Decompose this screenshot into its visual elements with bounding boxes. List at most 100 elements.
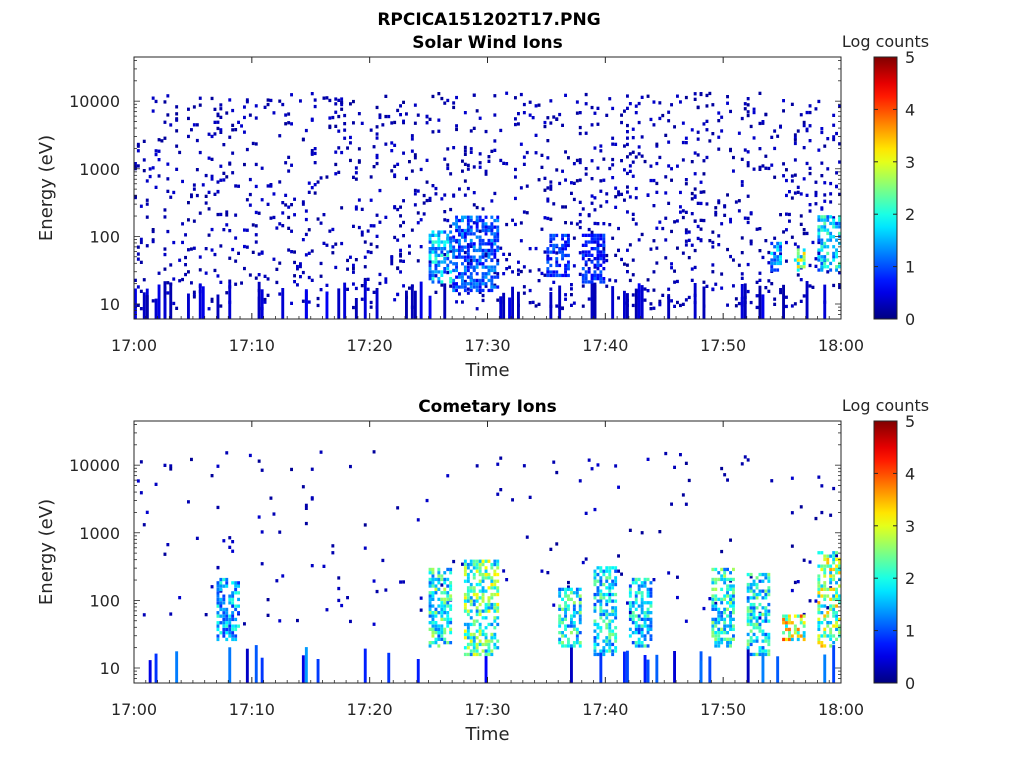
spectrogram-cell xyxy=(779,290,782,295)
spectrogram-cell xyxy=(670,178,673,182)
spectrogram-cell xyxy=(428,621,432,625)
spectrogram-cell xyxy=(475,642,479,647)
spectrogram-cell xyxy=(443,230,447,234)
spectrogram-cell xyxy=(195,193,199,198)
spectrogram-cell xyxy=(198,103,202,107)
spectrogram-cell xyxy=(773,258,777,262)
spectrogram-cell xyxy=(466,218,470,223)
spectrogram-cell xyxy=(752,652,756,657)
spectrogram-cell xyxy=(820,268,824,272)
spectrogram-cell xyxy=(134,278,137,282)
spectrogram-cell xyxy=(440,604,444,608)
spectrogram-cell xyxy=(605,636,609,640)
spectrogram-cell xyxy=(469,586,473,590)
spectrogram-cell xyxy=(758,652,762,657)
spectrogram-cell xyxy=(449,631,453,635)
spectrogram-cell xyxy=(307,300,311,304)
spectrogram-cell xyxy=(455,285,458,289)
spectrogram-cell xyxy=(487,265,491,269)
spectrogram-cell xyxy=(543,216,547,220)
spectrogram-cell xyxy=(743,283,747,319)
spectrogram-cell xyxy=(596,463,600,467)
spectrogram-cell xyxy=(245,228,249,232)
spectrogram-cell xyxy=(496,639,500,643)
spectrogram-cell xyxy=(478,285,482,289)
spectrogram-cell xyxy=(584,167,588,171)
spectrogram-cell xyxy=(637,604,641,608)
spectrogram-cell xyxy=(216,591,220,595)
spectrogram-cell xyxy=(496,235,500,239)
spectrogram-cell xyxy=(549,217,553,221)
spectrogram-cell xyxy=(755,576,759,580)
spectrogram-cell xyxy=(231,617,235,622)
spectrogram-cell xyxy=(755,606,759,610)
spectrogram-cell xyxy=(331,245,335,249)
spectrogram-cell xyxy=(808,166,812,170)
spectrogram-cell xyxy=(764,616,768,620)
spectrogram-cell xyxy=(564,601,567,605)
spectrogram-cell xyxy=(469,285,473,289)
spectrogram-cell xyxy=(428,270,432,274)
spectrogram-cell xyxy=(829,221,833,226)
spectrogram-cell xyxy=(490,242,494,246)
spectrogram-cell xyxy=(614,569,618,573)
spectrogram-cell xyxy=(287,112,291,116)
spectrogram-cell xyxy=(558,641,562,645)
spectrogram-cell xyxy=(829,554,833,558)
spectrogram-cell xyxy=(637,145,641,149)
spectrogram-cell xyxy=(614,646,618,650)
colorbar xyxy=(873,56,898,320)
spectrogram-cell xyxy=(163,120,167,124)
spectrogram-cell xyxy=(746,194,750,198)
spectrogram-cell xyxy=(514,196,517,201)
spectrogram-cell xyxy=(502,272,506,276)
spectrogram-cell xyxy=(820,215,824,219)
spectrogram-cell xyxy=(245,147,249,152)
spectrogram-cell xyxy=(732,594,735,598)
spectrogram-cell xyxy=(773,261,777,266)
spectrogram-cell xyxy=(375,125,379,129)
spectrogram-cell xyxy=(670,103,673,107)
spectrogram-cell xyxy=(717,617,721,621)
spectrogram-cell xyxy=(434,591,438,595)
spectrogram-cell xyxy=(399,254,402,258)
spectrogram-cell xyxy=(726,637,729,641)
spectrogram-cell xyxy=(304,521,308,526)
spectrogram-cell xyxy=(590,247,594,251)
spectrogram-cell xyxy=(564,247,567,251)
spectrogram-cell xyxy=(198,283,202,319)
spectrogram-cell xyxy=(525,535,529,539)
spectrogram-cell xyxy=(499,456,503,460)
spectrogram-cell xyxy=(222,594,226,598)
spectrogram-cell xyxy=(561,123,564,127)
spectrogram-cell xyxy=(219,212,223,217)
spectrogram-cell xyxy=(617,226,620,231)
spectrogram-cell xyxy=(472,576,476,580)
spectrogram-cell xyxy=(528,495,532,499)
spectrogram-cell xyxy=(570,644,573,648)
spectrogram-cell xyxy=(331,544,335,548)
spectrogram-cell xyxy=(472,265,476,269)
spectrogram-cell xyxy=(466,255,470,259)
colorbar-tick-label: 1 xyxy=(905,622,915,641)
spectrogram-cell xyxy=(231,108,235,113)
spectrogram-cell xyxy=(634,627,638,631)
spectrogram-cell xyxy=(419,245,423,249)
spectrogram-cell xyxy=(767,572,771,577)
spectrogram-cell xyxy=(564,624,567,628)
spectrogram-cell xyxy=(187,500,190,504)
spectrogram-cell xyxy=(788,614,791,618)
spectrogram-cell xyxy=(334,242,338,246)
spectrogram-cell xyxy=(717,199,721,203)
spectrogram-cell xyxy=(234,581,238,585)
spectrogram-cell xyxy=(455,228,458,233)
spectrogram-cell xyxy=(720,466,724,471)
spectrogram-cell xyxy=(178,258,182,262)
spectrogram-cell xyxy=(785,624,788,628)
spectrogram-cell xyxy=(490,606,494,610)
spectrogram-cell xyxy=(136,149,140,153)
spectrogram-cell xyxy=(590,159,594,163)
spectrogram-cell xyxy=(154,152,158,157)
spectrogram-cell xyxy=(758,622,762,627)
spectrogram-cell xyxy=(428,641,432,645)
